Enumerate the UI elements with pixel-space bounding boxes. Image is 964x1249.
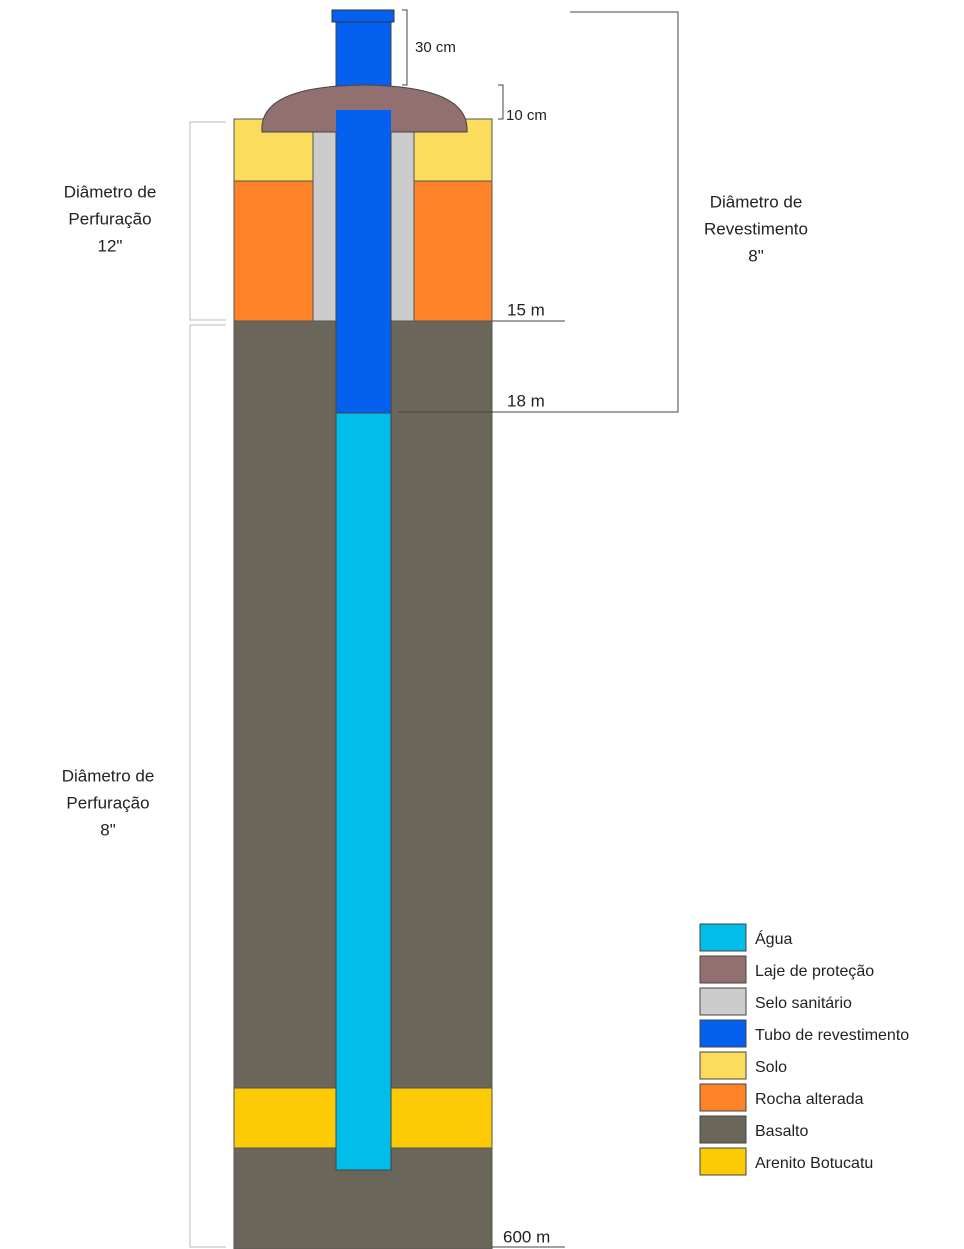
legend: Água Laje de proteção Selo sanitário Tubo d… — [699, 923, 909, 1176]
slab-height-bracket — [498, 84, 504, 120]
casing-tube — [335, 21, 392, 414]
legend-swatch — [699, 1019, 747, 1048]
annotation-line: Diâmetro de — [64, 182, 157, 201]
annotation-group: Diâmetro de Revestimento 8" Diâmetro de Perf… — [62, 182, 808, 839]
legend-swatch — [699, 987, 747, 1016]
depth-label-600: 600 m — [503, 1227, 550, 1246]
legend-swatch — [699, 923, 747, 952]
legend-swatch — [699, 1147, 747, 1176]
annotation-line: 8" — [100, 820, 116, 839]
annotation-line: 8" — [748, 246, 764, 265]
tube-height-label: 30 cm — [415, 39, 456, 56]
legend-label: Selo sanitário — [755, 995, 852, 1012]
depth-label-18: 18 m — [507, 391, 545, 410]
annotation-line: Perfuração — [68, 209, 151, 228]
tube-height-bracket — [402, 9, 408, 86]
legend-label: Laje de proteção — [755, 963, 874, 980]
annotation-line: Diâmetro de — [710, 192, 803, 211]
annotation-line: Revestimento — [704, 219, 808, 238]
legend-label: Basalto — [755, 1123, 808, 1140]
annotation-line: Perfuração — [66, 793, 149, 812]
legend-label: Rocha alterada — [755, 1091, 864, 1108]
annotation-line: Diâmetro de — [62, 766, 155, 785]
casing-cap — [331, 9, 395, 23]
legend-swatch — [699, 1083, 747, 1112]
legend-label: Solo — [755, 1059, 787, 1076]
drill-bracket-top — [189, 121, 226, 321]
drill-bracket-bottom — [189, 324, 226, 1248]
legend-swatch — [699, 955, 747, 984]
legend-label: Água — [755, 929, 792, 948]
slab-height-label: 10 cm — [506, 107, 547, 124]
protection-slab — [261, 84, 468, 133]
legend-label: Tubo de revestimento — [755, 1027, 909, 1044]
annotation-line: 12" — [98, 236, 123, 255]
water-column — [335, 412, 392, 1171]
legend-label: Arenito Botucatu — [755, 1155, 873, 1172]
depth-label-15: 15 m — [507, 300, 545, 319]
casing-tube-over-slab — [336, 110, 391, 133]
legend-swatch — [699, 1115, 747, 1144]
legend-swatch — [699, 1051, 747, 1080]
